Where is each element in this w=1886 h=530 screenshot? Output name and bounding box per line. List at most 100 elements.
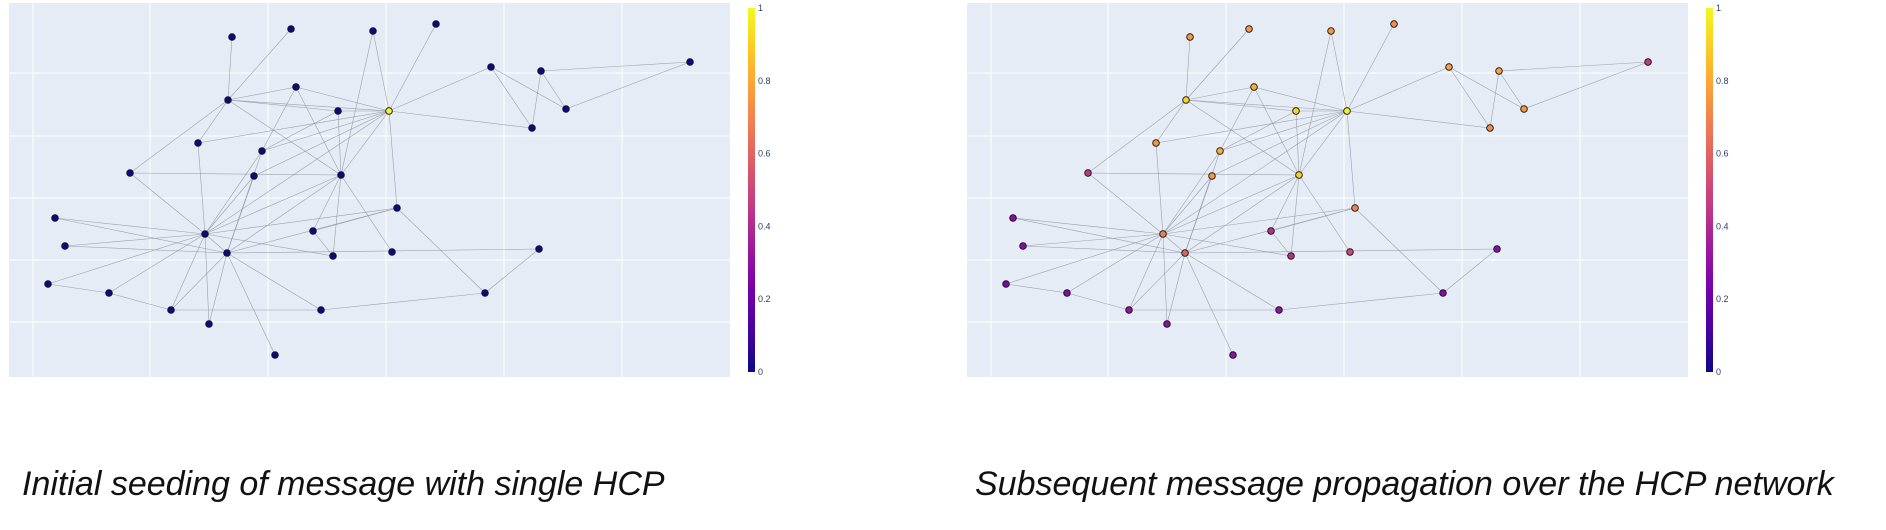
network-node [1343, 107, 1351, 115]
network-edge [1166, 252, 1186, 325]
network-edge [1128, 233, 1164, 311]
network-edge [1162, 233, 1186, 254]
network-edge [261, 110, 390, 152]
network-edge [47, 283, 110, 294]
network-edge [312, 174, 342, 232]
network-node [1275, 306, 1283, 314]
network-node [337, 171, 345, 179]
network-edge [1270, 230, 1292, 257]
network-edge [1346, 110, 1356, 209]
network-edge [227, 28, 292, 101]
network-edge [340, 174, 393, 253]
colorbar-tick-label: 0.2 [1716, 294, 1729, 304]
network-node [686, 58, 694, 66]
network-node [205, 320, 213, 328]
network-node [1229, 351, 1237, 359]
network-edge [204, 174, 342, 235]
network-edge [1185, 28, 1250, 101]
network-edge [1162, 174, 1300, 235]
network-node [309, 227, 317, 235]
network-edge [484, 248, 540, 294]
network-edge [1346, 66, 1450, 112]
network-edge [1184, 175, 1213, 254]
network-edge [1498, 70, 1525, 110]
network-edge [1066, 292, 1130, 311]
network-edge [1012, 217, 1186, 254]
network-edge [64, 245, 228, 254]
network-node [1208, 172, 1216, 180]
network-edge [1005, 283, 1068, 294]
network-edge [1155, 99, 1187, 144]
network-edge [47, 233, 206, 285]
network-edge [197, 110, 390, 144]
network-edge [388, 23, 437, 112]
network-edge [1155, 110, 1348, 144]
network-edge [170, 252, 228, 311]
network-edge [227, 99, 390, 112]
network-node [1186, 33, 1194, 41]
network-node [329, 252, 337, 260]
network-edge [1219, 110, 1297, 152]
network-node [1163, 320, 1171, 328]
network-edge [226, 175, 255, 254]
network-node [1493, 245, 1501, 253]
network-edge [312, 207, 398, 232]
network-edge [1489, 70, 1500, 129]
network-edge [1022, 245, 1186, 254]
network-edge [1184, 174, 1300, 254]
network-edge [208, 252, 228, 325]
network-edge [1211, 110, 1348, 177]
network-edge [1128, 252, 1186, 311]
colorbar-tick-label: 0.8 [758, 76, 771, 86]
colorbar-tick-label: 1 [1716, 3, 1721, 13]
network-plot-initial: 0 0.2 0.4 0.6 0.8 1 [9, 3, 771, 377]
colorbar-tick-label: 0.6 [758, 149, 771, 159]
network-edge [226, 248, 540, 254]
network-node [1495, 67, 1503, 75]
network-edge [204, 207, 398, 235]
network-edge [227, 99, 342, 176]
colorbar-tick-label: 0.8 [1716, 76, 1729, 86]
network-edge [253, 110, 390, 177]
network-node [369, 27, 377, 35]
network-node [1287, 252, 1295, 260]
network-edge [1219, 86, 1255, 152]
network-edge [197, 142, 206, 235]
network-node [385, 107, 393, 115]
network-node [481, 289, 489, 297]
network-node [1084, 169, 1092, 177]
network-node [1250, 83, 1258, 91]
network-node [1346, 248, 1354, 256]
network-edge [226, 174, 342, 254]
network-node [1327, 27, 1335, 35]
network-node [528, 124, 536, 132]
network-edge [54, 217, 228, 254]
network-node [432, 20, 440, 28]
network-edge [1278, 292, 1444, 311]
network-edge [204, 233, 228, 254]
network-edge [197, 99, 229, 144]
network-node [388, 248, 396, 256]
network-edge [312, 230, 334, 257]
network-edge [388, 66, 492, 112]
network-node [537, 67, 545, 75]
network-edge [1005, 233, 1164, 285]
network-edge [320, 292, 486, 311]
network-edge [1253, 86, 1348, 112]
network-edge [1066, 233, 1164, 294]
network-node [334, 107, 342, 115]
network-node [1486, 124, 1494, 132]
caption-propagation: Subsequent message propagation over the … [975, 465, 1834, 503]
network-edge [565, 61, 691, 110]
network-edge [1448, 66, 1525, 110]
network-node [1390, 20, 1398, 28]
network-node [271, 351, 279, 359]
network-edge [227, 36, 233, 101]
network-edge [1185, 86, 1255, 101]
network-edge [108, 233, 206, 294]
network-node [535, 245, 543, 253]
network-edge [1185, 99, 1300, 176]
network-node [1644, 58, 1652, 66]
network-edge [1162, 233, 1168, 325]
network-edge [531, 70, 542, 129]
